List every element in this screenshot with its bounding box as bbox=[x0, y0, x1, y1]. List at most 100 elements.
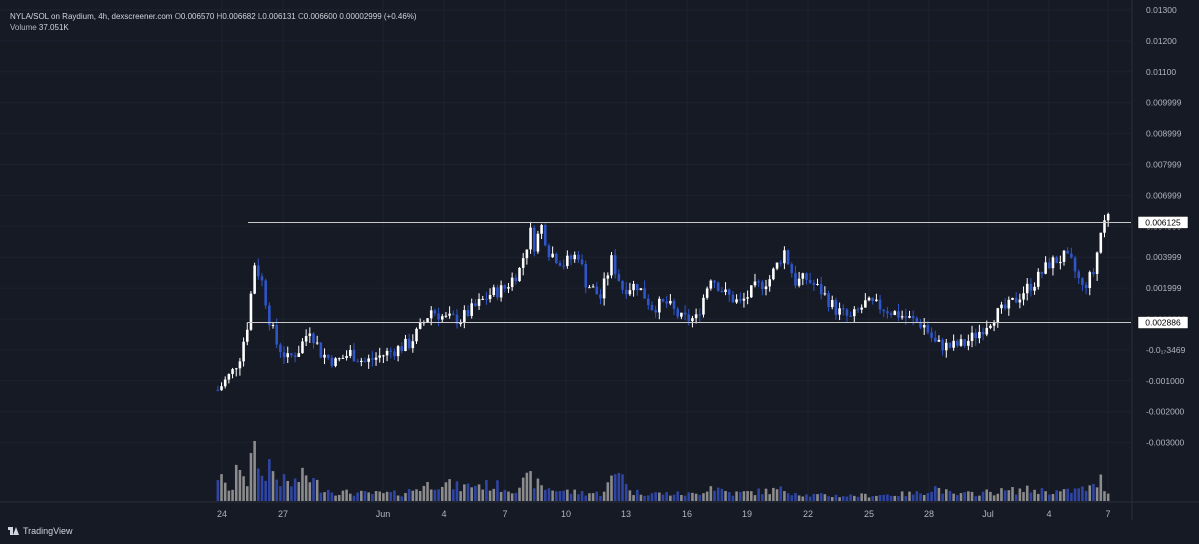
volume-bar bbox=[658, 492, 661, 501]
volume-bar bbox=[234, 464, 238, 501]
volume-bar bbox=[371, 494, 374, 501]
candle-body bbox=[761, 281, 764, 290]
volume-bar bbox=[426, 481, 429, 501]
x-tick-label: 10 bbox=[561, 509, 571, 519]
candle-body bbox=[617, 274, 621, 281]
volume-bar bbox=[1051, 494, 1055, 501]
candle-body bbox=[801, 273, 805, 279]
volume-bar bbox=[455, 481, 459, 501]
volume-bar bbox=[573, 489, 576, 501]
volume-bar bbox=[268, 459, 271, 501]
volume-bar bbox=[956, 495, 959, 501]
candle-body bbox=[613, 255, 617, 275]
volume-bar bbox=[1088, 485, 1092, 501]
candle-body bbox=[941, 339, 944, 351]
candle-body bbox=[1029, 283, 1033, 291]
candle-body bbox=[875, 299, 878, 302]
volume-bar bbox=[396, 495, 400, 501]
volume-bar bbox=[279, 486, 282, 501]
volume-bar bbox=[562, 490, 565, 501]
candle-body bbox=[709, 280, 713, 289]
candle-body bbox=[834, 300, 838, 315]
candle-body bbox=[415, 328, 418, 342]
candle-body bbox=[352, 349, 356, 362]
candle-body bbox=[897, 311, 900, 318]
volume-bar bbox=[816, 494, 819, 501]
candle-body bbox=[466, 310, 470, 316]
candle-body bbox=[312, 333, 315, 344]
candle-body bbox=[407, 338, 411, 349]
volume-bar bbox=[1092, 483, 1095, 501]
candle-body bbox=[974, 332, 978, 339]
volume-bar bbox=[624, 483, 628, 501]
candle-body bbox=[922, 324, 926, 328]
x-tick-label: 16 bbox=[682, 509, 692, 519]
candle-body bbox=[260, 276, 264, 281]
volume-bar bbox=[683, 495, 687, 501]
candle-body bbox=[315, 342, 319, 344]
candle-body bbox=[1048, 262, 1051, 269]
change-value: 0.00002999 (+0.46%) bbox=[339, 12, 417, 21]
candle-body bbox=[849, 315, 852, 317]
volume-bar bbox=[485, 479, 488, 501]
candle-body bbox=[220, 386, 223, 391]
volume-bar bbox=[532, 488, 536, 501]
x-tick-label: 4 bbox=[441, 509, 446, 519]
candle-body bbox=[716, 282, 720, 291]
volume-bar bbox=[694, 493, 698, 501]
candle-body bbox=[989, 325, 992, 328]
volume-bar bbox=[385, 491, 389, 501]
volume-bar bbox=[282, 474, 286, 501]
candle-body bbox=[440, 316, 444, 320]
volume-bar bbox=[569, 493, 573, 501]
candle-body bbox=[1007, 299, 1011, 309]
volume-bar bbox=[348, 493, 352, 501]
volume-bar bbox=[853, 495, 856, 501]
volume-bar bbox=[841, 496, 845, 501]
x-tick-label: 28 bbox=[924, 509, 934, 519]
volume-bar bbox=[525, 472, 529, 501]
candle-body bbox=[915, 318, 919, 322]
x-tick-label: 7 bbox=[502, 509, 507, 519]
candle-body bbox=[691, 318, 694, 322]
volume-bar bbox=[448, 479, 451, 501]
volume-bar bbox=[680, 494, 683, 501]
candle-body bbox=[227, 373, 231, 380]
volume-bar bbox=[1103, 491, 1106, 501]
candle-body bbox=[856, 309, 860, 311]
candle-body bbox=[764, 286, 768, 290]
volume-bar bbox=[849, 494, 852, 501]
volume-bar bbox=[466, 483, 470, 501]
candle-body bbox=[871, 297, 874, 302]
candle-body bbox=[360, 360, 363, 362]
volume-bar bbox=[1084, 490, 1088, 501]
volume-bar bbox=[393, 490, 396, 501]
volume-bar bbox=[1077, 488, 1081, 501]
chart-legend: NYLA/SOL on Raydium, 4h, dexscreener.com… bbox=[10, 12, 417, 21]
candle-body bbox=[448, 313, 451, 316]
volume-bar bbox=[974, 496, 978, 501]
candle-body bbox=[1025, 283, 1029, 294]
candle-body bbox=[967, 340, 970, 346]
volume-bar bbox=[944, 489, 948, 501]
candle-body bbox=[900, 316, 904, 318]
candle-body bbox=[275, 325, 278, 345]
volume-bar bbox=[1062, 489, 1066, 501]
volume-bar bbox=[992, 495, 996, 501]
tradingview-branding[interactable]: TradingView bbox=[8, 526, 73, 536]
volume-bar bbox=[952, 493, 955, 501]
volume-bar bbox=[543, 489, 547, 501]
candle-body bbox=[646, 298, 650, 306]
candle-body bbox=[374, 357, 378, 360]
volume-bar bbox=[819, 493, 823, 501]
candle-body bbox=[658, 298, 661, 313]
volume-bar bbox=[911, 494, 915, 501]
candle-body bbox=[253, 265, 256, 294]
volume-bar bbox=[558, 491, 562, 501]
x-tick-label: 13 bbox=[621, 509, 631, 519]
volume-bar bbox=[889, 495, 893, 501]
candle-body bbox=[1055, 257, 1058, 264]
candle-body bbox=[952, 340, 955, 348]
volume-bar bbox=[404, 493, 407, 501]
